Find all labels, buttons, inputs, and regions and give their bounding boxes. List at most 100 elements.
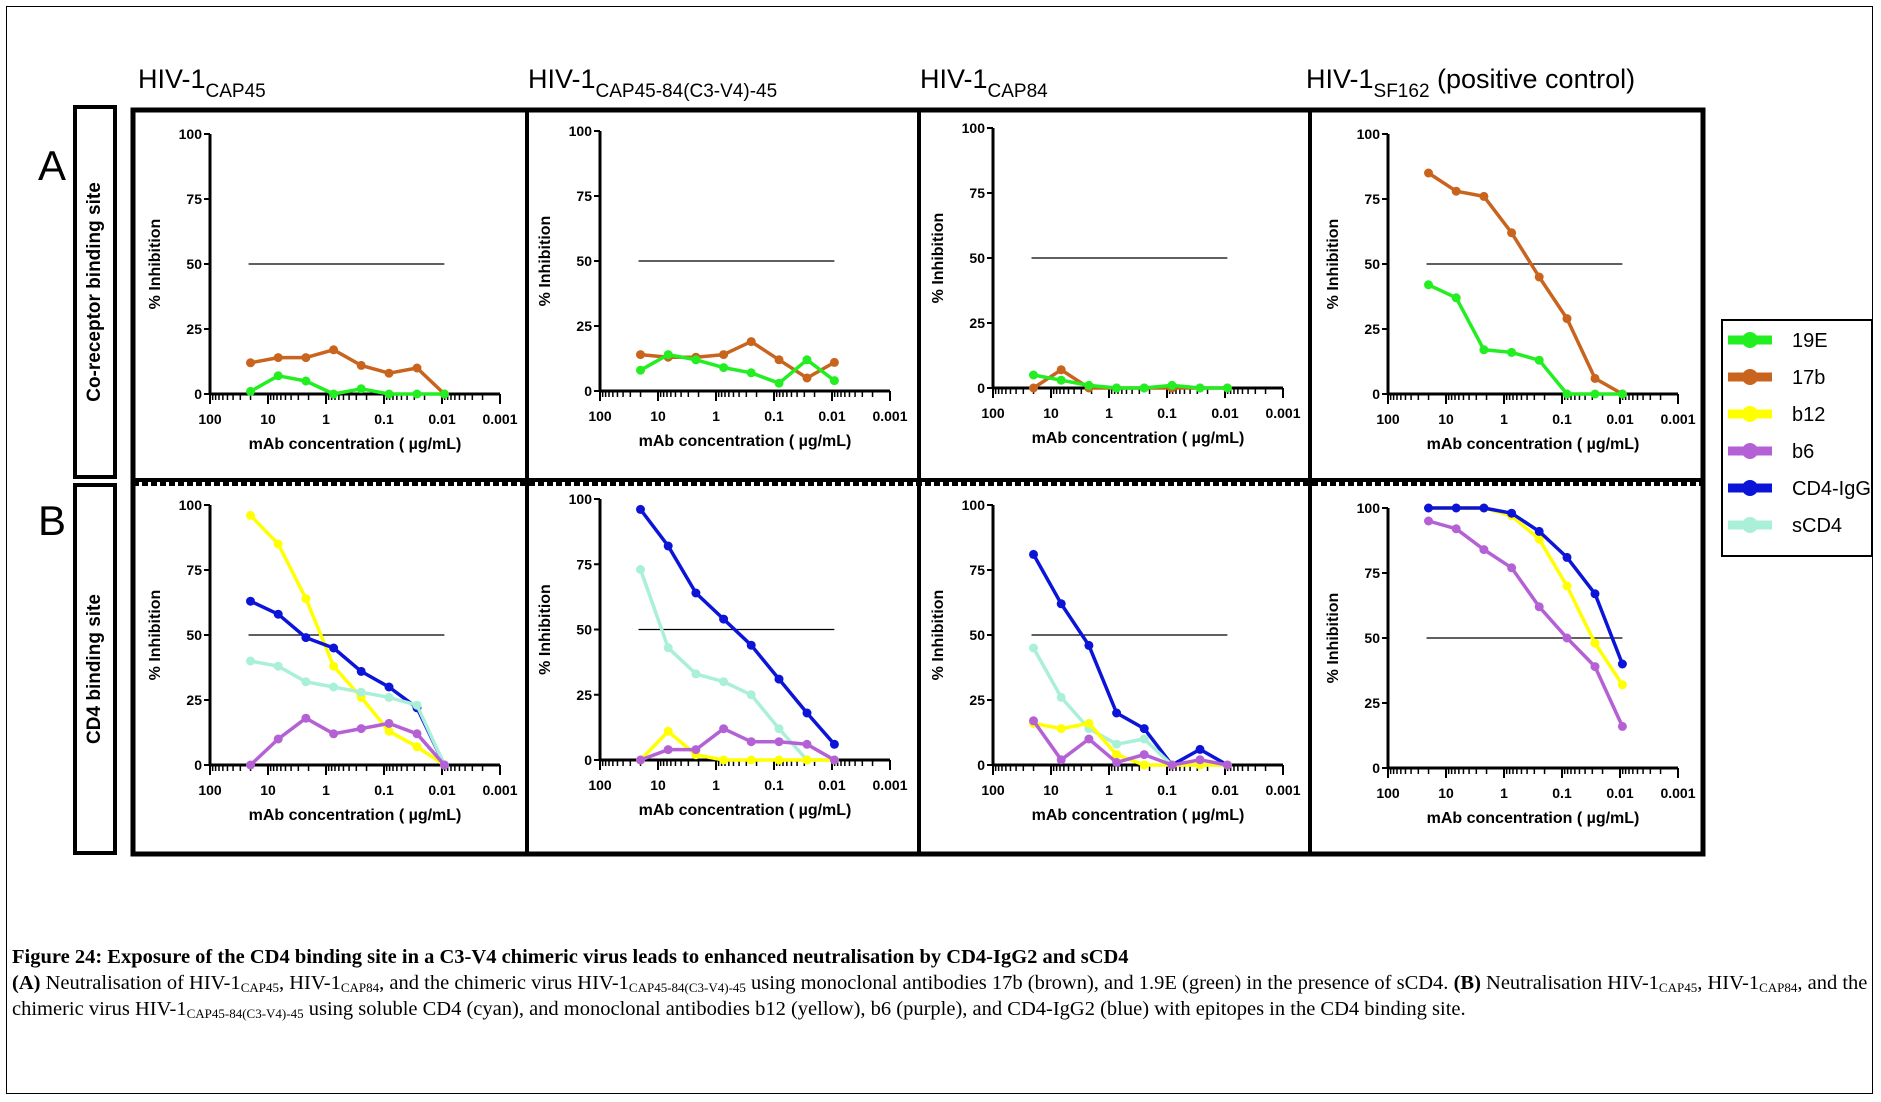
legend-label: CD4-IgG (1792, 478, 1871, 500)
y-tick-label: 50 (186, 627, 202, 643)
row-letter: B (38, 497, 66, 544)
data-point-b6 (691, 745, 701, 755)
data-point-19e (829, 376, 839, 386)
x-tick-label: 100 (981, 782, 1005, 798)
series-line-b6 (1032, 719, 1228, 767)
y-tick-label: 100 (1357, 500, 1381, 516)
x-axis-label: mAb concentration ( µg/mL) (1427, 436, 1640, 453)
x-tick-label: 100 (1376, 785, 1400, 801)
series-line-19e (249, 374, 445, 396)
y-tick-label: 100 (962, 120, 986, 136)
data-point-scd4 (301, 677, 311, 687)
data-point-scd4 (1139, 734, 1149, 744)
data-point-19e (691, 355, 701, 365)
x-tick-label: 10 (1043, 405, 1059, 421)
data-point-b12 (1112, 750, 1122, 760)
y-tick-label: 25 (1364, 321, 1380, 337)
legend-swatch-marker (1742, 332, 1758, 348)
series-line-scd4 (250, 659, 446, 766)
data-point-b6 (1056, 755, 1066, 765)
data-point-b12 (412, 742, 422, 752)
y-axis-label: % Inhibition (147, 219, 164, 310)
x-tick-label: 0.1 (374, 782, 394, 798)
caption-text: , and the chimeric virus HIV-1 (379, 972, 629, 994)
data-point-scd4 (719, 677, 729, 687)
caption-subscript: CAP45-84(C3-V4)-45 (628, 980, 746, 995)
y-axis-label: % Inhibition (930, 590, 947, 681)
column-title-base: HIV-1 (528, 64, 596, 94)
data-point-scd4 (246, 656, 255, 666)
data-point-b6 (412, 729, 422, 739)
y-tick-label: 0 (194, 386, 202, 402)
data-point-cd4-igg (774, 674, 784, 684)
x-tick-label: 0.1 (1157, 782, 1177, 798)
x-tick-label: 1 (712, 408, 720, 424)
y-tick-label: 25 (969, 315, 985, 331)
row-label: Co-receptor binding site (84, 182, 105, 402)
chart-panel-a3: 0 25 50 75 100 100 10 1 0.1 0.01 0.001 % Inhibition… (930, 120, 1301, 447)
data-point-17b (412, 363, 422, 373)
series-line-cd4-igg (1428, 506, 1625, 665)
y-tick-label: 75 (186, 191, 202, 207)
data-point-scd4 (412, 700, 422, 710)
data-point-b6 (829, 755, 839, 765)
series-line-scd4 (638, 568, 835, 762)
x-tick-label: 0.001 (482, 411, 517, 427)
column-title-base: HIV-1 (138, 64, 206, 94)
data-point-17b (1056, 365, 1066, 375)
data-point-scd4 (273, 661, 283, 671)
row-label: CD4 binding site (84, 594, 105, 744)
x-tick-label: 10 (650, 408, 666, 424)
data-point-17b (246, 358, 255, 368)
y-axis-label: % Inhibition (537, 584, 554, 675)
x-tick-label: 0.01 (1606, 411, 1633, 427)
data-point-b12 (746, 755, 756, 765)
x-axis-label: mAb concentration ( µg/mL) (1427, 810, 1640, 827)
x-tick-label: 0.01 (818, 408, 845, 424)
chart-panel-b3: 0 25 50 75 100 100 10 1 0.1 0.01 0.001 % Inhibition… (930, 497, 1301, 824)
data-point-scd4 (636, 565, 645, 574)
data-point-b6 (1084, 734, 1094, 744)
data-point-19e (1056, 375, 1066, 385)
x-tick-label: 0.001 (482, 782, 517, 798)
legend-swatch-marker (1742, 406, 1758, 422)
column-title-base: HIV-1 (920, 64, 988, 94)
data-point-b6 (273, 734, 283, 744)
column-title-subscript: SF162 (1374, 81, 1430, 102)
data-point-b6 (774, 737, 784, 747)
legend-swatch-marker (1742, 443, 1758, 459)
chart-panel-b2: 0 25 50 75 100 100 10 1 0.1 0.01 0.001 % Inhibition… (537, 491, 908, 819)
data-point-17b (356, 360, 366, 370)
data-point-17b (1479, 191, 1489, 201)
x-tick-label: 0.001 (872, 777, 907, 793)
data-point-19e (1112, 383, 1122, 393)
caption-subscript: CAP45-84(C3-V4)-45 (186, 1006, 304, 1021)
figure-caption: Figure 24: Exposure of the CD4 binding s… (12, 944, 1872, 1022)
x-tick-label: 10 (260, 782, 276, 798)
data-point-b6 (246, 760, 255, 770)
data-point-19e (412, 389, 422, 399)
y-axis-label: % Inhibition (1325, 593, 1342, 684)
y-tick-label: 75 (1364, 565, 1380, 581)
x-tick-label: 0.1 (1552, 411, 1572, 427)
x-tick-label: 100 (588, 777, 612, 793)
data-point-b12 (1084, 718, 1094, 728)
data-point-cd4-igg (1534, 526, 1544, 536)
data-point-17b (1590, 373, 1600, 383)
x-tick-label: 0.01 (428, 411, 455, 427)
data-point-19e (1084, 380, 1094, 390)
x-axis-label: mAb concentration ( µg/mL) (1032, 430, 1245, 447)
legend-label: 19E (1792, 330, 1828, 352)
data-point-b6 (663, 745, 673, 755)
y-tick-label: 25 (576, 687, 592, 703)
data-point-cd4-igg (1562, 552, 1572, 562)
y-tick-label: 50 (969, 627, 985, 643)
data-point-19e (663, 350, 673, 360)
x-tick-label: 10 (1438, 411, 1454, 427)
data-point-b6 (1617, 721, 1627, 731)
x-tick-label: 0.01 (428, 782, 455, 798)
data-point-19e (1534, 355, 1544, 365)
y-tick-label: 0 (584, 383, 592, 399)
caption-text: using soluble CD4 (cyan), and monoclonal… (303, 998, 1466, 1020)
data-point-19e (774, 378, 784, 388)
